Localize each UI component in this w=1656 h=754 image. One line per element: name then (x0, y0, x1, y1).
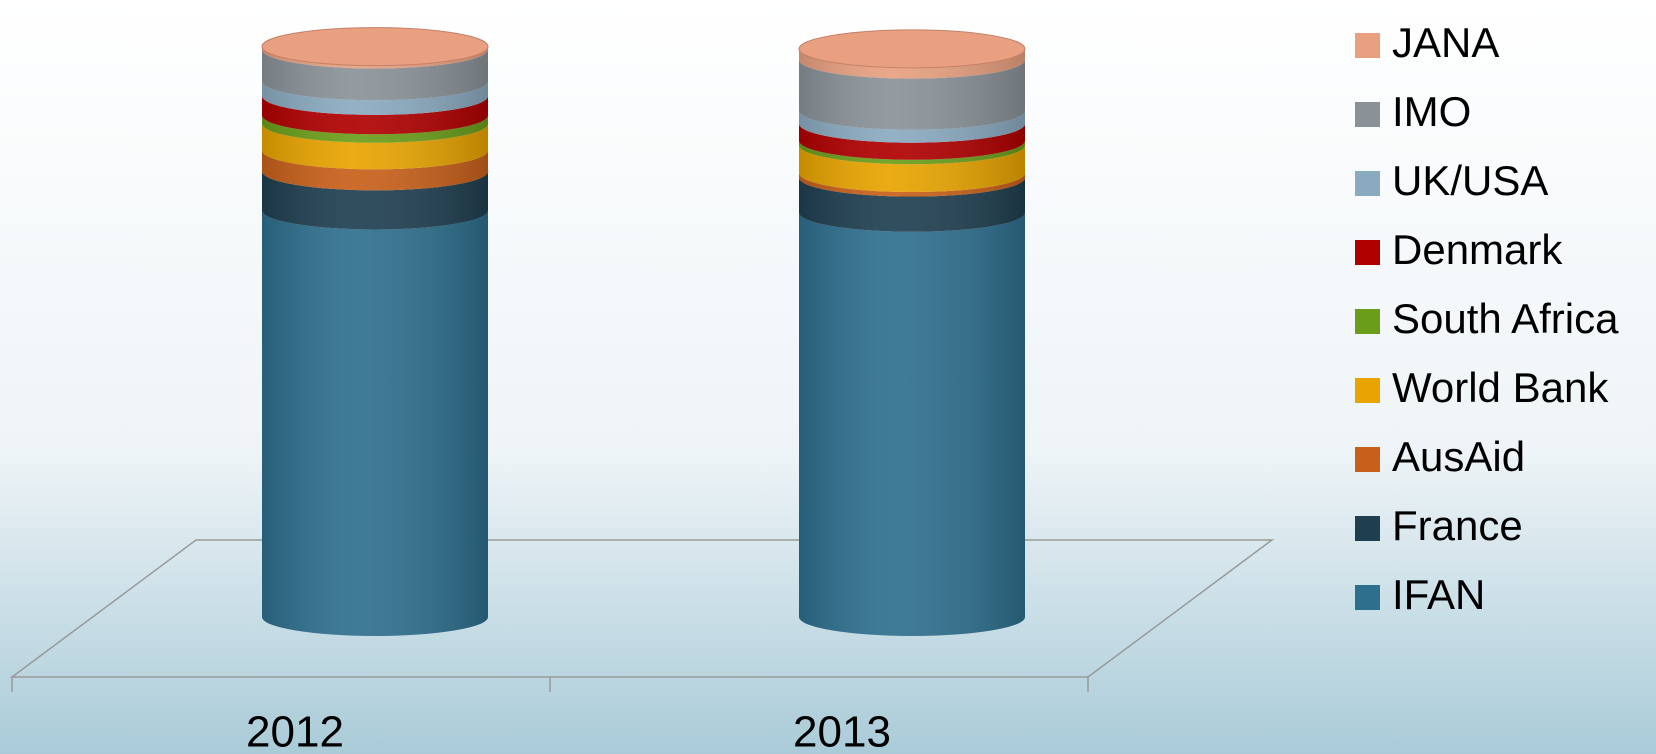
legend-label: UK/USA (1392, 157, 1548, 204)
legend-swatch (1355, 240, 1380, 265)
legend-swatch (1355, 516, 1380, 541)
legend-swatch (1355, 102, 1380, 127)
legend-swatch (1355, 171, 1380, 196)
cylinder-top (262, 28, 488, 66)
chart: 2012 2013 IFAN France AusAid World Bank South … (0, 0, 1656, 754)
legend-label: France (1392, 502, 1523, 549)
legend-label: IMO (1392, 88, 1471, 135)
segment-shade (262, 210, 488, 636)
cylinder-top (799, 30, 1025, 68)
legend-swatch (1355, 33, 1380, 58)
legend-label: IFAN (1392, 571, 1485, 618)
legend-swatch (1355, 309, 1380, 334)
x-tick-label: 2013 (793, 708, 891, 754)
legend-label: World Bank (1392, 364, 1609, 411)
legend-label: JANA (1392, 19, 1499, 66)
legend-swatch (1355, 378, 1380, 403)
x-tick-label: 2012 (246, 708, 344, 754)
segment-shade (799, 213, 1025, 636)
legend-swatch (1355, 585, 1380, 610)
legend-label: South Africa (1392, 295, 1619, 342)
legend-label: AusAid (1392, 433, 1525, 480)
legend-label: Denmark (1392, 226, 1563, 273)
legend-swatch (1355, 447, 1380, 472)
